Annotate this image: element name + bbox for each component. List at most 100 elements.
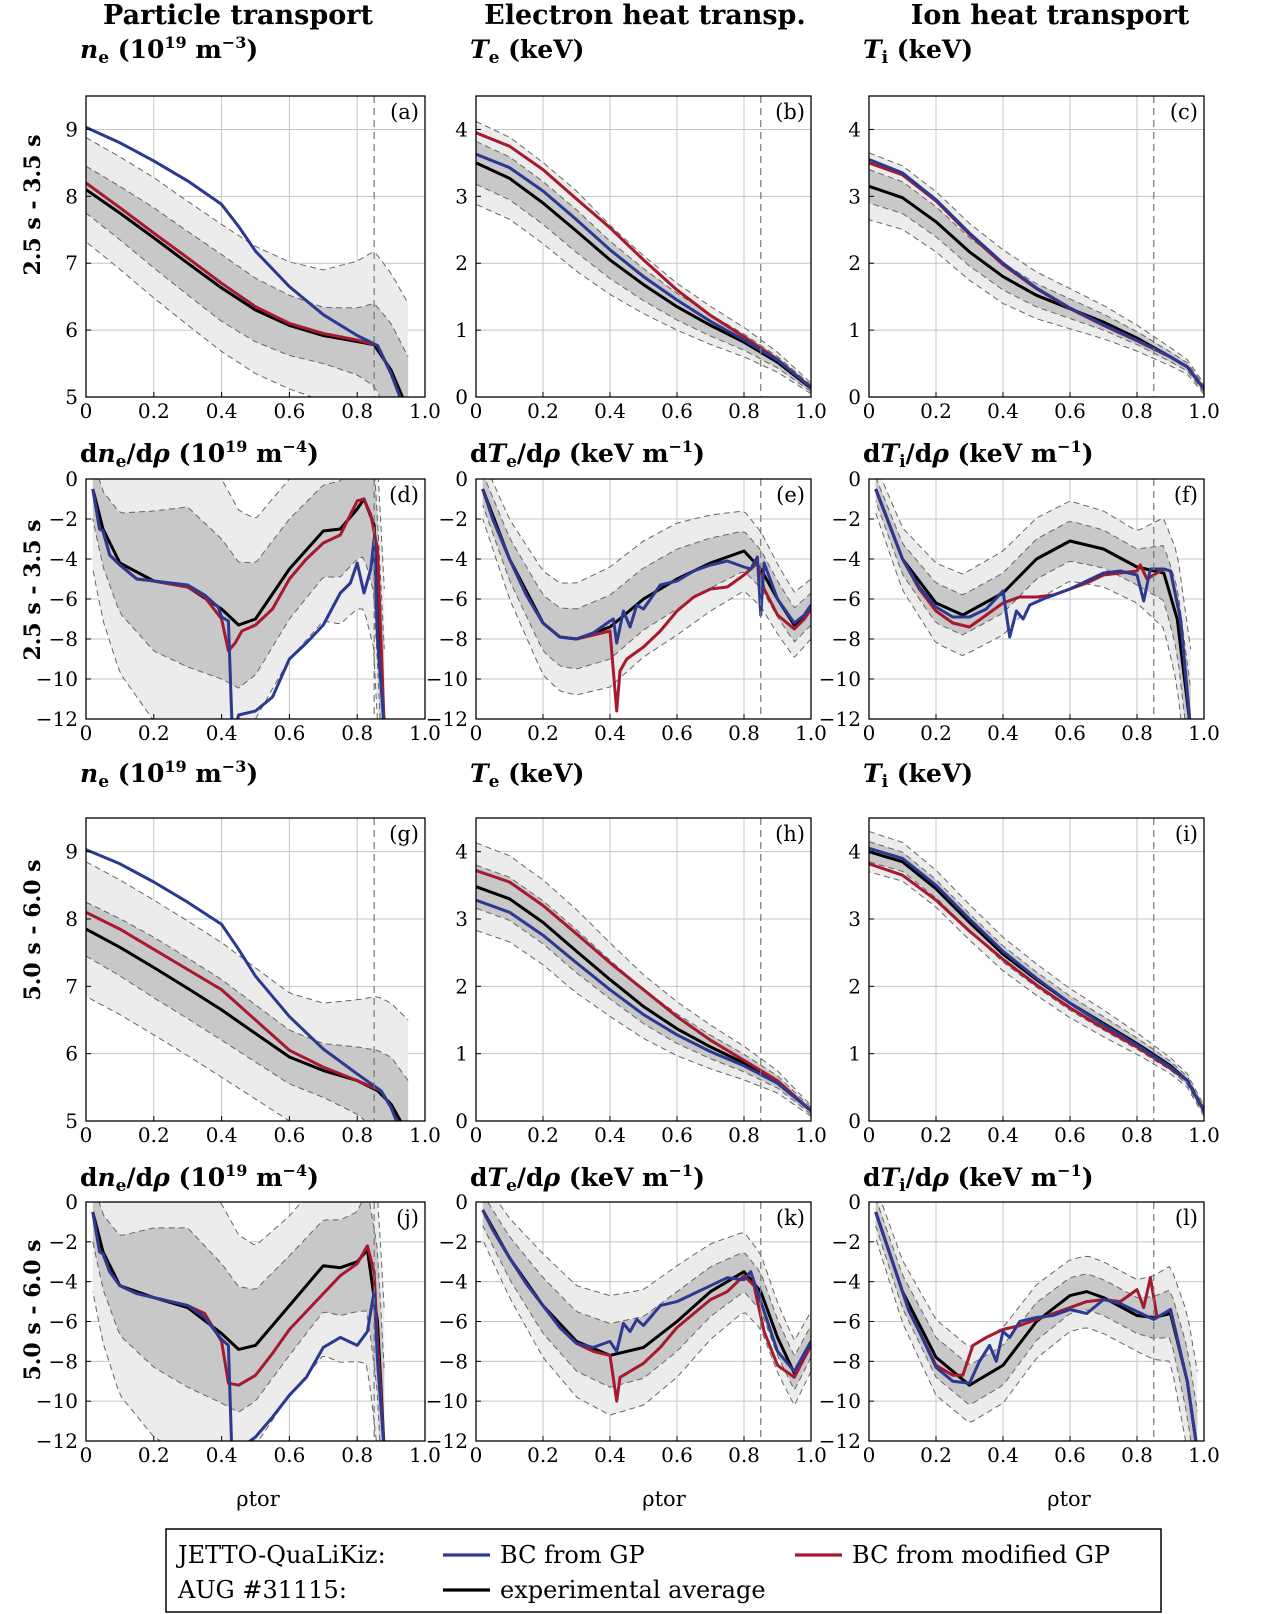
ticks: 0 0.2 0.4 0.6 0.8 1.0 0 −2 −4 −6 −8 −10 −12	[36, 1190, 441, 1467]
tick-label-y: −2	[439, 507, 468, 531]
column-title-particle: Particle transport	[103, 0, 373, 31]
tick-label-y: 2	[848, 251, 861, 275]
band-edge	[869, 831, 1204, 1106]
tick-label-x: 0.2	[527, 1443, 559, 1467]
band-edge	[92, 518, 381, 719]
tick-label-y: −8	[49, 627, 78, 651]
panel-tag: (f)	[1174, 483, 1198, 507]
ticks: 0 0.2 0.4 0.6 0.8 1.0 0 −2 −4 −6 −8 −10 −12	[36, 467, 441, 745]
tick-label-x: 1.0	[795, 399, 827, 423]
tick-label-y: 4	[455, 117, 468, 141]
tick-label-y: 0	[455, 1109, 468, 1133]
series-experimental-average	[874, 1211, 1198, 1441]
tick-label-x: 0.2	[527, 721, 559, 745]
tick-label-x: 0.4	[987, 399, 1019, 423]
tick-label-y: −8	[439, 1349, 468, 1373]
tick-label-x: 0.8	[1121, 1123, 1153, 1147]
band-edge	[875, 1225, 1192, 1441]
tick-label-y: −12	[36, 707, 78, 731]
tick-label-x: 0	[470, 1123, 483, 1147]
tick-label-x: 1.0	[1188, 721, 1220, 745]
band-edge	[476, 203, 811, 395]
band-edge	[476, 183, 811, 393]
tick-label-x: 0.2	[920, 721, 952, 745]
tick-label-x: 1.0	[1188, 1123, 1220, 1147]
uncertainty-band-inner	[92, 1202, 385, 1441]
x-axis-label-3: ρtor	[1047, 1487, 1091, 1511]
tick-label-y: −6	[832, 1310, 861, 1334]
tick-label-x: 0.6	[661, 721, 693, 745]
panel-tag: (e)	[776, 483, 805, 507]
band-edge	[220, 479, 385, 590]
tick-label-y: −2	[49, 507, 78, 531]
panel-title: dTe/dρ (keV m−1)	[470, 1161, 705, 1196]
tick-label-y: 1	[848, 318, 861, 342]
tick-label-y: 1	[455, 1042, 468, 1066]
tick-label-y: −4	[832, 1270, 861, 1294]
row-label-1: 2.5 s - 3.5 s	[20, 134, 46, 275]
tick-label-y: −6	[439, 1310, 468, 1334]
band-edge	[98, 479, 385, 650]
ticks: 0 0.2 0.4 0.6 0.8 1.0 5 6 7 8 9	[65, 840, 441, 1147]
panel-j: dne/dρ (1019 m−4)0 0.2 0.4 0.6 0.8 1.00−2−4−6…	[36, 1161, 441, 1467]
x-axis-labels: ρtor ρtor ρtor	[236, 1487, 1091, 1511]
band-edge	[497, 1202, 811, 1342]
panel-title: dne/dρ (1019 m−4)	[80, 437, 319, 472]
tick-label-x: 0.8	[341, 399, 373, 423]
ticks: 0 0.2 0.4 0.6 0.8 1.0 0 1 2 3 4	[455, 840, 827, 1147]
tick-label-y: −8	[49, 1349, 78, 1373]
tick-label-y: 8	[65, 184, 78, 208]
band-edge	[98, 1202, 385, 1372]
band-edge	[869, 861, 1204, 1115]
tick-label-y: −6	[49, 1310, 78, 1334]
panel-e: dTe/dρ (keV m−1)0 0.2 0.4 0.6 0.8 1.00−2−4−6−…	[426, 437, 827, 745]
tick-label-y: −10	[819, 667, 861, 691]
band-edge	[869, 202, 1204, 393]
tick-label-x: 0.6	[661, 399, 693, 423]
tick-label-x: 0.6	[1054, 1123, 1086, 1147]
panels: ne (1019 m−3) 0 0.2 0.4 0.6 0.8 1.0 5 6 7 8 9 (a) Te …	[36, 33, 1220, 1467]
band-edge	[869, 871, 1204, 1117]
series-bc-from-gp	[874, 1211, 1198, 1441]
series-experimental-average	[86, 927, 403, 1121]
tick-label-x: 0	[863, 1123, 876, 1147]
tick-label-y: −12	[426, 707, 468, 731]
tick-label-y: 2	[455, 974, 468, 998]
tick-label-y: 0	[848, 1109, 861, 1133]
tick-label-x: 0	[80, 1123, 93, 1147]
ticks: 0 0.2 0.4 0.6 0.8 1.0 0 1 2 3 4	[848, 117, 1220, 423]
tick-label-y: 4	[848, 117, 861, 141]
series-experimental-average	[86, 188, 405, 397]
tick-label-y: −12	[426, 1429, 468, 1453]
tick-label-y: 0	[455, 385, 468, 409]
axes-frame	[85, 817, 426, 1122]
panel-h: Te (keV) 0 0.2 0.4 0.6 0.8 1.0 0 1 2 3 4 (h)	[455, 759, 827, 1147]
tick-label-x: 0	[80, 399, 93, 423]
axes-frame	[85, 95, 426, 398]
band-edge	[881, 479, 1192, 650]
band-edge	[92, 1241, 381, 1441]
tick-label-x: 0.6	[273, 1443, 305, 1467]
tick-label-y: 0	[848, 467, 861, 491]
panel-f: dTi/dρ (keV m−1)0 0.2 0.4 0.6 0.8 1.00−2−4−6−…	[819, 437, 1220, 745]
uncertainty-band-inner	[92, 479, 385, 719]
ticks: 0 0.2 0.4 0.6 0.8 1.0 0 −2 −4 −6 −8 −10 −12	[426, 467, 827, 745]
band-edge	[86, 955, 367, 1121]
panel-tag: (i)	[1175, 822, 1198, 846]
column-title-electron: Electron heat transp.	[484, 0, 806, 31]
uncertainty-band-inner	[482, 479, 811, 669]
tick-label-y: 6	[65, 1042, 78, 1066]
panel-tag: (h)	[775, 822, 805, 846]
tick-label-x: 0.6	[273, 1123, 305, 1147]
tick-label-y: 4	[455, 840, 468, 864]
panel-d: dne/dρ (1019 m−4)0 0.2 0.4 0.6 0.8 1.00−2−4−6…	[36, 437, 441, 745]
tick-label-x: 1.0	[1188, 1443, 1220, 1467]
tick-label-x: 0.2	[138, 721, 170, 745]
tick-label-y: −6	[832, 587, 861, 611]
ticks: 0 0.2 0.4 0.6 0.8 1.0 0 −2 −4 −6 −8 −10 −12	[426, 1190, 827, 1467]
tick-label-x: 1.0	[409, 399, 441, 423]
tick-label-y: −4	[439, 547, 468, 571]
tick-label-x: 0.6	[661, 1123, 693, 1147]
band-edge	[875, 1237, 1187, 1441]
